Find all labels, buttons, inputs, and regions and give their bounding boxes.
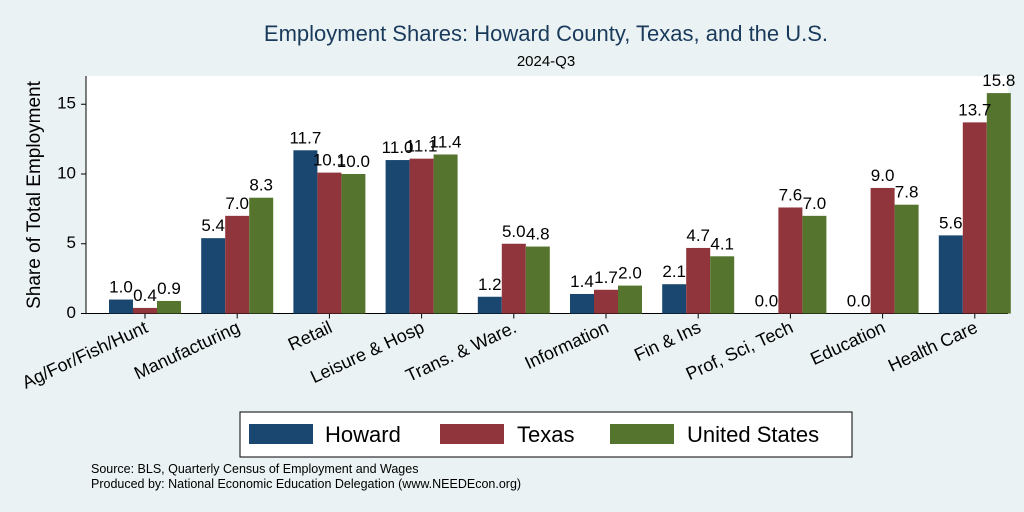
bar-howard-leisure-hosp [385, 160, 410, 314]
x-tick-label-fin-ins: Fin & Ins [631, 317, 704, 365]
chart-subtitle: 2024-Q3 [517, 53, 575, 70]
bar-texas-retail [317, 172, 342, 314]
bar-united-states-manufacturing [249, 197, 274, 314]
bar-texas-manufacturing [225, 215, 250, 314]
bar-howard-information [570, 293, 594, 314]
bar-texas-ag-for-fish-hunt [133, 307, 157, 314]
data-label-texas-retail: 10.1 [313, 151, 346, 170]
bar-howard-fin-ins [662, 284, 687, 314]
data-label-united-states-ag-for-fish-hunt: 0.9 [157, 279, 181, 298]
data-label-united-states-fin-ins: 4.1 [710, 234, 734, 253]
data-label-united-states-health-care: 15.8 [982, 71, 1015, 90]
data-label-texas-ag-for-fish-hunt: 0.4 [133, 286, 157, 305]
bar-united-states-retail [341, 174, 366, 314]
data-label-howard-leisure-hosp: 11.0 [382, 138, 414, 157]
data-label-texas-fin-ins: 4.7 [686, 226, 710, 245]
bar-texas-trans-ware [501, 243, 526, 314]
data-label-texas-trans-ware: 5.0 [502, 222, 526, 241]
source-note: Source: BLS, Quarterly Census of Employm… [91, 462, 418, 476]
data-label-howard-information: 1.4 [570, 272, 594, 291]
data-label-united-states-trans-ware: 4.8 [526, 225, 550, 244]
bar-texas-leisure-hosp [409, 158, 434, 314]
data-label-howard-health-care: 5.6 [939, 213, 963, 232]
bar-texas-health-care [962, 122, 987, 314]
y-tick-label-10: 10 [57, 163, 76, 182]
bar-howard-trans-ware [477, 296, 502, 314]
bar-united-states-trans-ware [525, 246, 550, 314]
bar-united-states-prof-sci-tech [802, 215, 827, 314]
y-tick-label-0: 0 [67, 303, 76, 322]
legend-swatch-united-states [610, 424, 674, 444]
data-labels: 1.0 0.4 0.95.47.08.311.710.110.011.011.111… [109, 71, 1015, 310]
bar-united-states-education [894, 204, 919, 314]
data-label-united-states-prof-sci-tech: 7.0 [803, 194, 827, 213]
bars [109, 93, 1011, 314]
data-label-united-states-retail: 10.0 [337, 152, 370, 171]
data-label-howard-ag-for-fish-hunt: 1.0 [109, 278, 133, 297]
data-label-texas-prof-sci-tech: 7.6 [779, 185, 803, 204]
data-label-united-states-leisure-hosp: 11.4 [430, 132, 462, 151]
y-tick-label-15: 15 [57, 94, 76, 113]
x-tick-label-manufacturing: Manufacturing [131, 317, 243, 383]
data-label-united-states-education: 7.8 [895, 183, 919, 202]
data-label-texas-education: 9.0 [871, 166, 895, 185]
bar-howard-ag-for-fish-hunt [109, 299, 133, 314]
data-label-howard-retail: 11.7 [289, 128, 321, 147]
data-label-united-states-manufacturing: 8.3 [249, 176, 273, 195]
data-label-howard-trans-ware: 1.2 [478, 275, 502, 294]
data-label-texas-information: 1.7 [594, 268, 618, 287]
data-label-howard-education: 0.0 [847, 292, 871, 311]
data-label-united-states-information: 2.0 [618, 264, 642, 283]
y-ticks: 0 5 10 15 [57, 94, 86, 322]
legend-label-howard: Howard [325, 422, 401, 447]
data-label-texas-leisure-hosp: 11.1 [406, 137, 438, 156]
legend-label-texas: Texas [517, 422, 574, 447]
x-tick-label-retail: Retail [285, 317, 335, 355]
x-tick-label-ag-for-fish-hunt: Ag/For/Fish/Hunt [19, 317, 151, 393]
data-label-howard-manufacturing: 5.4 [201, 216, 225, 235]
y-tick-label-5: 5 [67, 233, 76, 252]
bar-united-states-ag-for-fish-hunt [157, 300, 181, 314]
legend-label-united-states: United States [687, 422, 819, 447]
x-tick-label-health-care: Health Care [885, 317, 981, 376]
data-label-texas-health-care: 13.7 [958, 100, 991, 119]
bar-united-states-information [618, 285, 642, 314]
bar-united-states-health-care [986, 93, 1011, 314]
data-label-howard-fin-ins: 2.1 [662, 262, 686, 281]
bar-howard-health-care [938, 235, 963, 314]
data-label-texas-manufacturing: 7.0 [225, 194, 249, 213]
bar-howard-manufacturing [201, 238, 226, 314]
bar-texas-fin-ins [686, 247, 711, 314]
y-axis-label: Share of Total Employment [24, 80, 45, 308]
legend-swatch-texas [440, 424, 504, 444]
bar-united-states-fin-ins [710, 256, 735, 314]
legend-box [239, 411, 853, 458]
x-tick-label-education: Education [807, 317, 888, 369]
produced-by-note: Produced by: National Economic Education… [91, 477, 521, 491]
bar-united-states-leisure-hosp [433, 154, 458, 314]
x-tick-label-information: Information [522, 317, 612, 373]
legend-swatch-howard [249, 424, 313, 444]
bar-texas-prof-sci-tech [778, 207, 803, 314]
bar-texas-information [594, 289, 618, 314]
bar-texas-education [870, 187, 895, 314]
chart-title: Employment Shares: Howard County, Texas,… [264, 21, 828, 46]
bar-howard-retail [293, 150, 318, 314]
data-label-howard-prof-sci-tech: 0.0 [755, 292, 779, 311]
legend: Howard Texas United States [239, 411, 853, 458]
